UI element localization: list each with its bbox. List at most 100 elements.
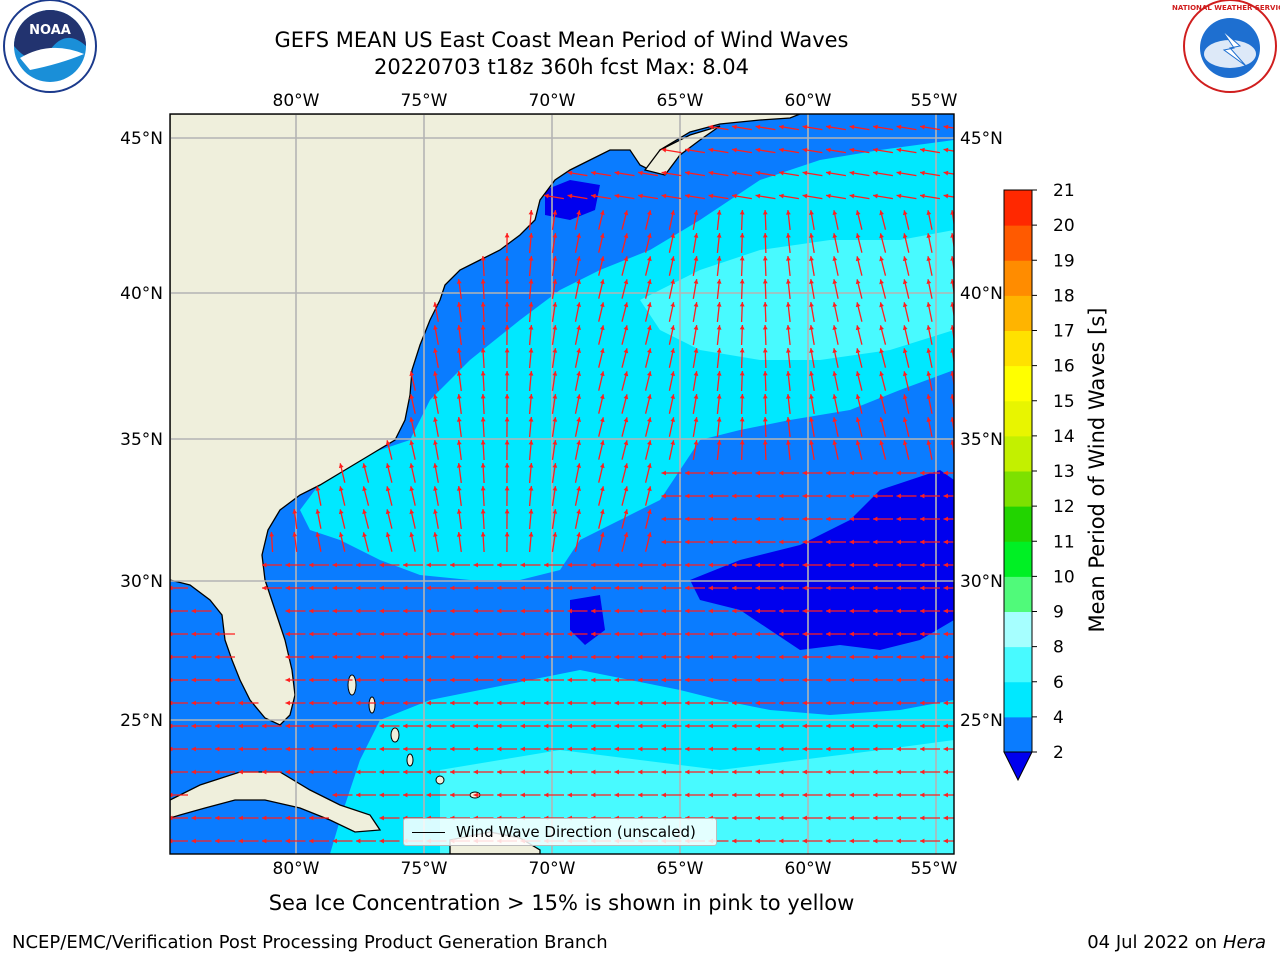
wind-arrow-head [623, 210, 629, 216]
wind-arrow-head [215, 631, 220, 637]
wind-arrow-head [473, 654, 478, 660]
wind-arrow-head [473, 746, 478, 752]
wind-arrow-head [600, 440, 605, 446]
wind-arrow-head [943, 792, 948, 798]
wind-arrow-head [920, 654, 925, 660]
wind-arrow-head [786, 325, 791, 330]
wind-arrow-head [544, 700, 549, 706]
wind-arrow-head [849, 608, 854, 614]
wind-arrow-head [950, 233, 954, 238]
wind-arrow-head [826, 147, 831, 153]
wind-arrow-head [480, 302, 486, 307]
wind-arrow-head [896, 723, 901, 729]
wind-arrow-head [614, 746, 619, 752]
lon-label: 65°W [657, 91, 704, 111]
wind-arrow-head [926, 371, 932, 376]
wind-arrow-head [433, 509, 438, 514]
wind-arrow-head [332, 723, 337, 729]
wind-arrow-head [802, 147, 808, 153]
wind-arrow-head [567, 677, 572, 683]
wind-arrow-head [716, 279, 722, 284]
wind-arrow-head [661, 792, 666, 798]
wind-arrow-head [685, 562, 690, 568]
wind-arrow-head [855, 302, 861, 308]
wind-arrow-head [504, 302, 510, 307]
wind-arrow-head [832, 279, 838, 284]
wind-arrow-head [409, 371, 415, 377]
wind-arrow-head [786, 348, 791, 353]
wind-arrow-head [879, 302, 884, 308]
wind-arrow-head [873, 193, 878, 199]
wind-arrow-head [708, 746, 713, 752]
wind-arrow-head [433, 371, 438, 376]
legend-line-icon [412, 832, 445, 833]
wind-arrow-head [497, 723, 502, 729]
colorbar-under-triangle [1003, 751, 1033, 782]
wind-arrow-head [504, 486, 510, 491]
wind-arrow-head [576, 394, 581, 399]
wind-arrow-head [779, 470, 784, 476]
wind-arrow-head [591, 723, 596, 729]
wind-arrow-head [716, 417, 722, 422]
wind-arrow-head [504, 532, 510, 537]
lat-label: 30°N [120, 572, 163, 592]
wind-arrow-head [849, 631, 854, 637]
wind-arrow-head [567, 792, 572, 798]
wind-arrow-head [873, 838, 878, 844]
wind-arrow-head [661, 700, 666, 706]
wind-arrow-head [456, 532, 462, 537]
wind-arrow-head [943, 124, 949, 130]
wind-arrow-head [809, 394, 814, 399]
wind-arrow-head [755, 631, 760, 637]
wind-arrow-head [896, 470, 901, 476]
wind-arrow-head [385, 509, 391, 515]
wind-arrow-head [779, 677, 784, 683]
wind-arrow-head [520, 746, 525, 752]
wind-arrow-head [450, 562, 455, 568]
wind-arrow-head [879, 256, 884, 262]
wind-arrow-head [426, 654, 431, 660]
wind-arrow-head [567, 769, 572, 775]
wind-arrow-head [685, 585, 690, 591]
wind-arrow-head [762, 348, 768, 353]
wind-arrow-head [285, 746, 290, 752]
wind-arrow-head [614, 170, 620, 176]
wind-arrow-head [732, 838, 737, 844]
wind-arrow-head [623, 532, 629, 538]
wind-arrow-head [623, 440, 629, 446]
wind-arrow-head [755, 562, 760, 568]
wind-arrow-head [504, 394, 510, 399]
wind-arrow-head [497, 677, 502, 683]
wind-arrow-head [802, 769, 807, 775]
wind-arrow-head [732, 470, 737, 476]
wind-arrow-head [450, 769, 455, 775]
wind-arrow-head [480, 394, 486, 399]
wind-arrow-head [497, 792, 502, 798]
wind-arrow-head [552, 371, 558, 376]
wind-arrow-head [873, 147, 878, 153]
wind-arrow-head [943, 539, 948, 545]
wind-arrow-head [600, 256, 605, 262]
wind-arrow-head [670, 325, 675, 330]
wind-arrow-head [926, 302, 932, 307]
wind-arrow-head [215, 815, 220, 821]
wind-arrow-head [809, 417, 814, 422]
wind-arrow-head [309, 746, 314, 752]
colorbar-tick-label: 2 [1053, 743, 1064, 763]
wind-arrow-head [809, 440, 814, 445]
wind-arrow-head [832, 348, 838, 353]
wind-arrow-head [855, 210, 861, 216]
wind-arrow-head [802, 654, 807, 660]
wind-arrow-head [920, 723, 925, 729]
footer-date: 04 Jul 2022 on Hera [1087, 932, 1266, 953]
wind-arrow-head [732, 585, 737, 591]
wind-arrow-head [215, 700, 220, 706]
wind-arrow-head [191, 700, 196, 706]
wind-arrow-head [480, 325, 486, 330]
wind-arrow-head [855, 394, 861, 400]
wind-arrow-head [661, 516, 666, 522]
wind-arrow-head [309, 700, 314, 706]
wind-arrow-head [552, 417, 558, 422]
wind-arrow-head [879, 394, 884, 400]
